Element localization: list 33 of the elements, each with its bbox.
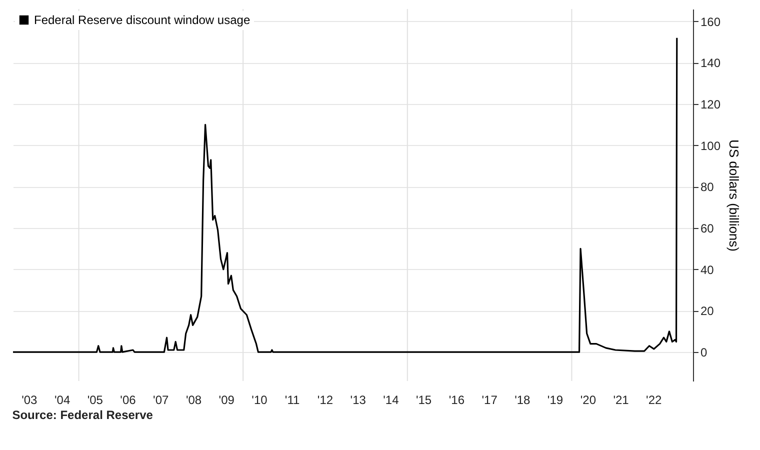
x-tick-label: '14: [383, 393, 400, 407]
x-tick-label: '09: [218, 393, 235, 407]
y-tick-label: 140: [700, 56, 721, 70]
x-tick-label: '13: [350, 393, 366, 407]
y-axis-title: US dollars (billions): [726, 140, 742, 252]
y-tick-label: 40: [700, 262, 714, 277]
y-tick-label: 0: [700, 346, 708, 360]
x-tick-label: '21: [613, 393, 630, 407]
x-tick-label: '19: [547, 393, 564, 407]
x-tick-label: '10: [252, 393, 268, 407]
x-tick-label: '15: [416, 393, 432, 407]
legend-label: Federal Reserve discount window usage: [34, 13, 250, 27]
x-tick-label: '05: [87, 393, 104, 407]
x-tick-label: '07: [153, 393, 169, 407]
x-tick-label: '04: [54, 393, 70, 407]
y-tick-label: 160: [700, 14, 721, 29]
x-tick-label: '22: [646, 393, 662, 407]
y-tick-label: 120: [700, 98, 721, 112]
x-tick-label: '08: [186, 393, 202, 407]
x-tick-label: '06: [120, 393, 136, 407]
line-series: [12, 37, 678, 353]
x-tick-label: '16: [448, 393, 465, 407]
y-tick-label: 100: [700, 138, 721, 153]
x-tick-label: '11: [284, 393, 300, 407]
source-note: Source: Federal Reserve: [12, 408, 154, 422]
y-tick-label: 20: [700, 304, 714, 318]
x-tick-label: '17: [482, 393, 498, 407]
x-tick-label: '12: [317, 393, 334, 407]
y-tick-label: 60: [700, 222, 714, 236]
x-tick-label: '20: [580, 393, 596, 407]
x-tick-label: '03: [22, 393, 38, 407]
x-tick-label: '18: [514, 393, 531, 407]
y-tick-label: 80: [700, 180, 714, 194]
